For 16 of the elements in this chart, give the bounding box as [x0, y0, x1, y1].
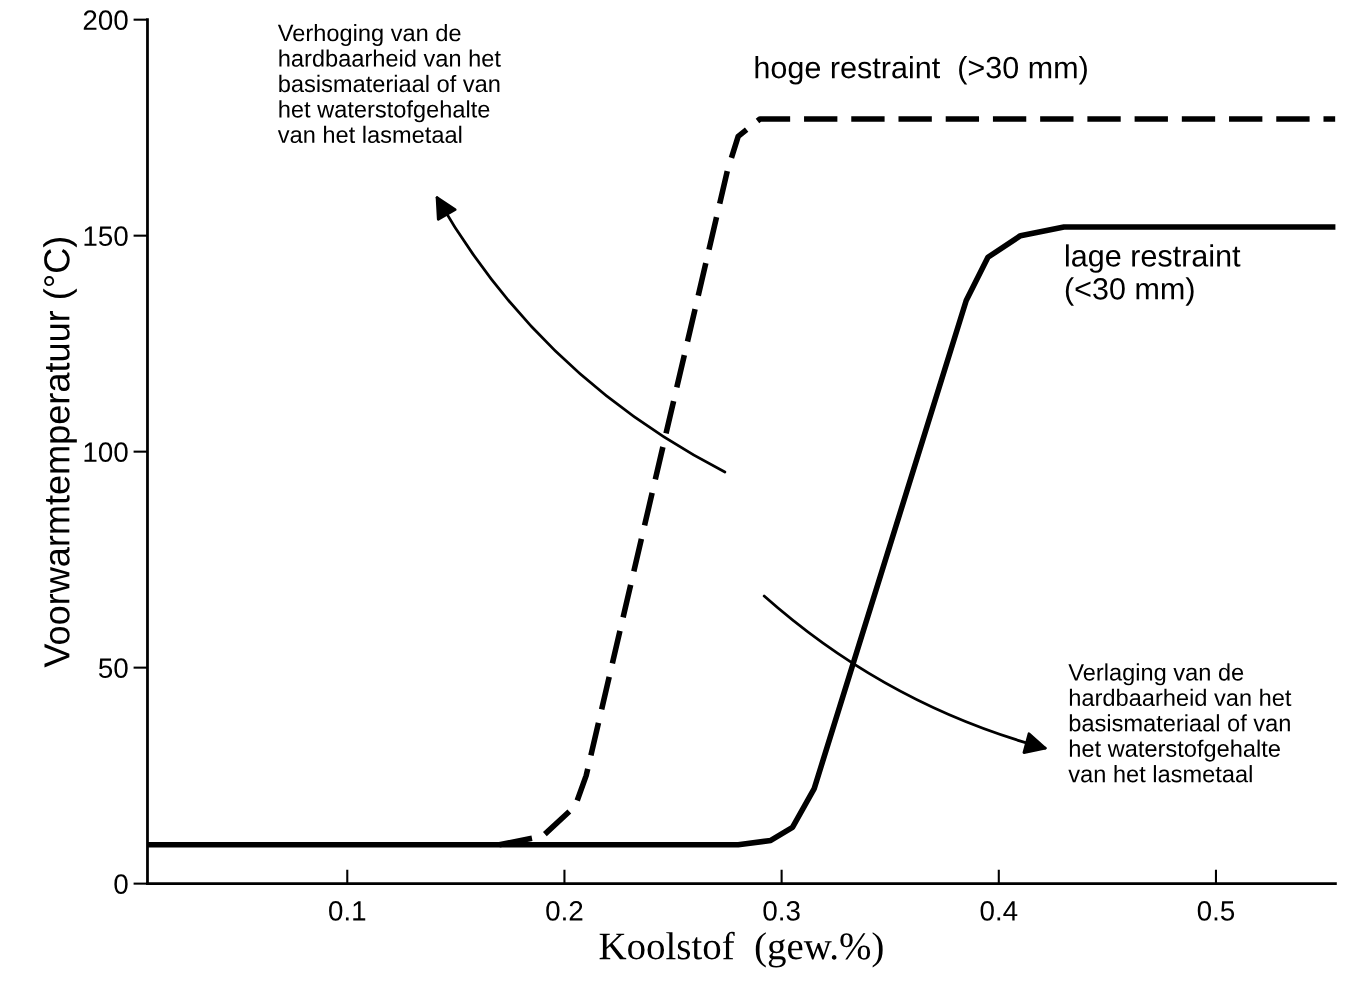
- x-tick-label: 0.4: [980, 901, 1018, 921]
- series-label: hoge restraint (>30 mm): [755, 55, 1087, 85]
- x-tick-label: 0.5: [1197, 901, 1235, 921]
- x-tick-label: 0.1: [329, 901, 366, 921]
- y-tick-label: 0: [114, 874, 128, 894]
- y-tick-label: 50: [98, 658, 128, 678]
- x-axis-title: Koolstof (gew.%): [599, 931, 883, 968]
- x-tick-label: 0.2: [546, 901, 583, 921]
- annotation: Verhoging van de hardbaarheid van het basismateriaal of van het waterstofgehalte van het lasmetaal: [277, 24, 501, 144]
- series-label: lage restraint (<30 mm): [1065, 244, 1241, 306]
- y-axis-title: Voorwarmtemperatuur (°C): [43, 237, 77, 668]
- y-tick-label: 200: [83, 10, 128, 31]
- y-tick-label: 100: [84, 442, 128, 462]
- x-tick-label: 0.3: [763, 901, 800, 921]
- annotation: Verlaging van de hardbaarheid van het basismateriaal of van het waterstofgehalte van het lasmetaal: [1068, 663, 1292, 783]
- y-tick-label: 150: [84, 226, 128, 247]
